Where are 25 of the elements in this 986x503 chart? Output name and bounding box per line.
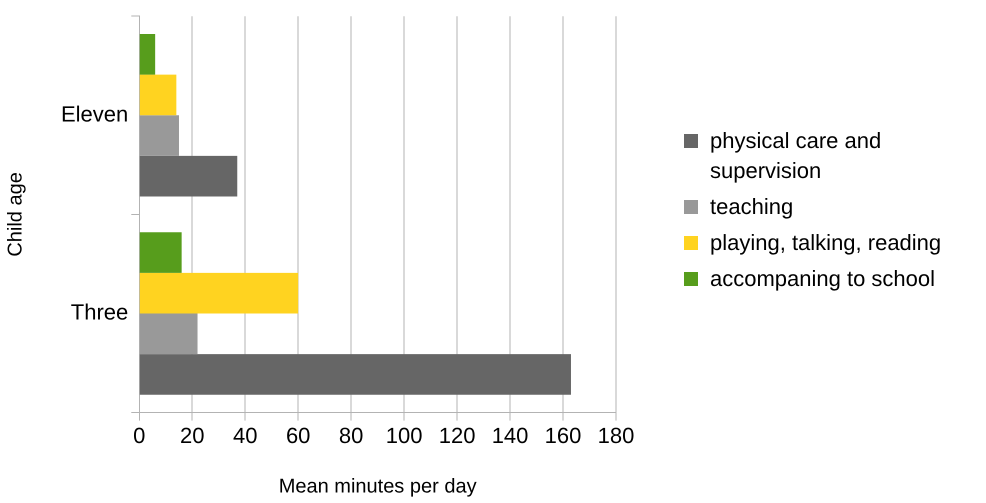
x-tick-label: 140 bbox=[492, 422, 528, 448]
bar bbox=[140, 115, 179, 156]
y-axis-title: Child age bbox=[4, 172, 27, 257]
bar bbox=[140, 34, 156, 75]
bar bbox=[140, 232, 182, 273]
bar bbox=[140, 314, 198, 354]
legend-label: teaching bbox=[710, 193, 794, 221]
bar bbox=[140, 156, 238, 197]
x-tick-label: 60 bbox=[286, 422, 310, 448]
x-tick-label: 40 bbox=[232, 422, 258, 448]
bar bbox=[140, 74, 176, 116]
x-axis-title: Mean minutes per day bbox=[278, 476, 477, 498]
x-tick-label: 100 bbox=[386, 422, 422, 448]
bar bbox=[140, 272, 298, 314]
x-tick-label: 180 bbox=[598, 422, 634, 448]
bar bbox=[140, 354, 571, 395]
x-tick-label: 80 bbox=[338, 422, 364, 448]
y-tick-label: Eleven bbox=[60, 101, 128, 126]
x-tick-label: 160 bbox=[544, 422, 582, 448]
y-tick-label: Three bbox=[70, 300, 128, 325]
legend-label: accompaning to school bbox=[710, 265, 936, 293]
x-tick-label: 120 bbox=[438, 422, 476, 448]
legend-label: playing, talking, reading bbox=[710, 229, 942, 257]
x-tick-label: 20 bbox=[180, 422, 204, 448]
x-tick-label: 0 bbox=[133, 422, 146, 448]
